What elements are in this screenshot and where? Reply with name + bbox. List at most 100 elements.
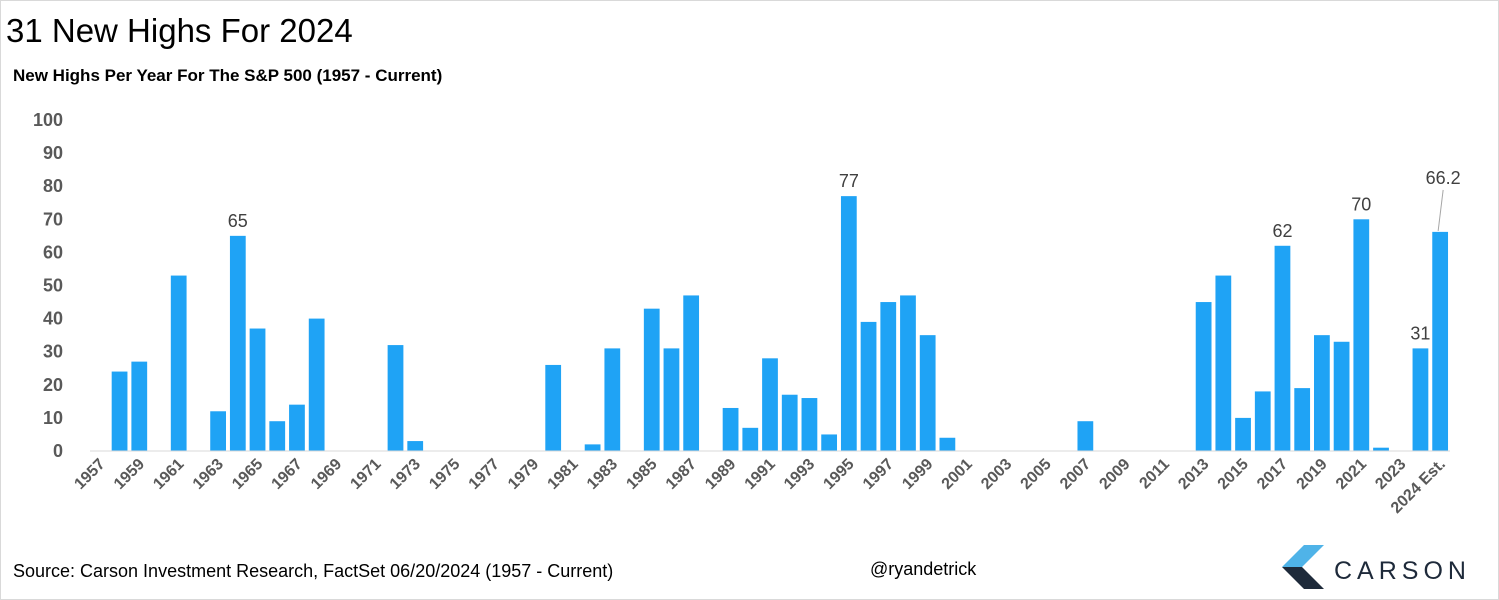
bar-1972	[387, 345, 404, 451]
bar-1961	[170, 275, 187, 451]
x-tick-label: 2001	[939, 456, 976, 493]
x-tick-label: 1975	[426, 456, 463, 493]
bar-1965	[249, 328, 266, 451]
author-handle: @ryandetrick	[870, 559, 977, 579]
bar-2019	[1314, 335, 1330, 451]
bar-2022	[1373, 447, 1389, 451]
bar-1992	[781, 394, 798, 451]
bar-1993	[801, 398, 818, 451]
x-tick-label: 1969	[308, 456, 345, 493]
bar-1967	[289, 404, 305, 451]
x-tick-label: 1973	[387, 456, 424, 493]
bar-2021	[1353, 219, 1370, 451]
x-tick-label: 1967	[269, 456, 306, 493]
x-tick-label: 2009	[1096, 456, 1133, 493]
data-label: 31	[1410, 323, 1430, 343]
y-tick-label: 30	[43, 342, 63, 362]
x-tick-label: 1985	[623, 456, 660, 493]
bar-2014	[1215, 275, 1232, 451]
bar-2013	[1195, 302, 1212, 451]
x-tick-label: 1997	[860, 456, 897, 493]
x-tick-label: 1961	[150, 456, 187, 493]
x-tick-label: 1977	[466, 456, 503, 493]
bar-2015	[1235, 417, 1251, 451]
bar-2016	[1254, 391, 1271, 451]
carson-chevron-icon	[1282, 545, 1324, 589]
source-note: Source: Carson Investment Research, Fact…	[13, 561, 614, 581]
bar-1985	[643, 308, 660, 451]
x-tick-label: 1993	[781, 456, 818, 493]
x-tick-label: 1987	[663, 456, 700, 493]
bar-2024-est-	[1432, 231, 1449, 451]
chart-title: 31 New Highs For 2024	[6, 12, 353, 49]
bar-1991	[762, 358, 778, 451]
y-tick-label: 70	[43, 209, 63, 229]
carson-logo: CARSON	[1282, 543, 1492, 591]
x-tick-label: 2015	[1215, 456, 1252, 493]
y-tick-label: 40	[43, 309, 63, 329]
x-tick-label: 1965	[229, 456, 266, 493]
x-tick-label: 1983	[584, 456, 621, 493]
x-tick-label: 1991	[742, 456, 779, 493]
bar-1982	[584, 444, 601, 451]
bar-1963	[210, 411, 226, 451]
bar-1994	[821, 434, 838, 451]
x-tick-label: 1999	[899, 456, 936, 493]
y-tick-label: 100	[33, 110, 63, 130]
x-tick-label: 2013	[1175, 456, 1212, 493]
x-tick-label: 1979	[505, 456, 542, 493]
bar-1999	[919, 335, 936, 451]
bar-1973	[407, 441, 424, 451]
y-tick-label: 50	[43, 276, 63, 296]
y-tick-label: 10	[43, 408, 63, 428]
logo-text: CARSON	[1334, 557, 1471, 585]
x-tick-label: 1959	[111, 456, 148, 493]
x-tick-label: 2003	[978, 456, 1015, 493]
bar-1996	[860, 321, 877, 451]
x-tick-label: 1995	[820, 456, 857, 493]
bar-1986	[663, 348, 680, 451]
y-tick-label: 60	[43, 242, 63, 262]
bar-1997	[880, 302, 897, 451]
x-tick-label: 2017	[1254, 456, 1291, 493]
bar-1995	[840, 196, 857, 451]
bar-1959	[131, 361, 148, 451]
x-tick-label: 2005	[1018, 456, 1055, 493]
bar-2018	[1294, 388, 1311, 451]
data-label: 65	[228, 211, 248, 231]
bar-2020	[1333, 341, 1350, 451]
bar-2017	[1274, 245, 1291, 451]
bar-1983	[604, 348, 621, 451]
bar-1980	[545, 364, 562, 451]
data-label: 77	[839, 171, 859, 191]
bar-2000	[939, 437, 956, 451]
x-tick-label: 1981	[545, 456, 582, 493]
y-tick-label: 20	[43, 375, 63, 395]
bar-1958	[111, 371, 128, 451]
data-label-leader	[1437, 189, 1444, 231]
data-label: 66.2	[1426, 168, 1461, 188]
bar-2024	[1412, 348, 1429, 451]
x-tick-label: 1989	[702, 456, 739, 493]
bar-1990	[742, 427, 759, 451]
bar-1987	[683, 295, 700, 451]
data-label: 62	[1272, 221, 1292, 241]
x-tick-label: 2007	[1057, 456, 1094, 493]
x-tick-label: 2011	[1136, 456, 1173, 493]
bar-1966	[269, 421, 286, 451]
x-tick-label: 2021	[1333, 456, 1370, 493]
bar-1998	[900, 295, 916, 451]
x-tick-label: 2019	[1294, 456, 1331, 493]
y-tick-label: 90	[43, 143, 63, 163]
y-tick-label: 0	[53, 441, 63, 461]
bar-1989	[722, 407, 739, 451]
bar-1964	[229, 235, 246, 451]
x-tick-label: 1963	[190, 456, 227, 493]
x-tick-label: 1971	[347, 456, 384, 493]
chart-subtitle: New Highs Per Year For The S&P 500 (1957…	[13, 66, 443, 85]
y-tick-label: 80	[43, 176, 63, 196]
data-label: 70	[1351, 194, 1371, 214]
x-tick-label: 1957	[71, 456, 108, 493]
bar-2007	[1077, 421, 1094, 451]
